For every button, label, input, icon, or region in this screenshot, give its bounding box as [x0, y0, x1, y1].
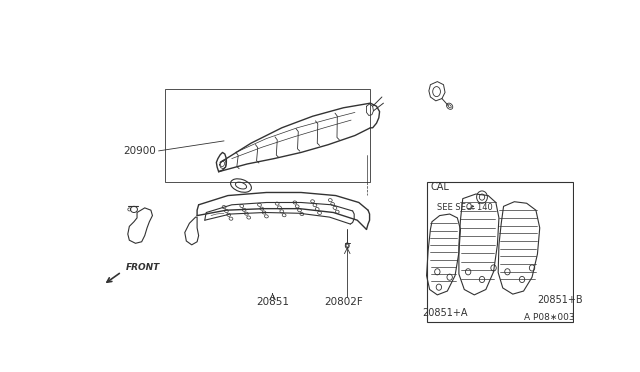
Text: SEE SEC. 140: SEE SEC. 140	[437, 203, 493, 212]
Text: A P08∗003: A P08∗003	[524, 313, 575, 322]
Bar	[427, 182, 573, 322]
Text: 20851: 20851	[256, 297, 289, 307]
Text: 20900: 20900	[123, 146, 156, 156]
Text: FRONT: FRONT	[126, 263, 161, 272]
Text: 20802F: 20802F	[324, 297, 363, 307]
Bar	[164, 89, 371, 182]
Text: CAL: CAL	[431, 182, 449, 192]
Text: 20851+A: 20851+A	[422, 308, 468, 318]
Text: 20851+B: 20851+B	[538, 295, 583, 305]
